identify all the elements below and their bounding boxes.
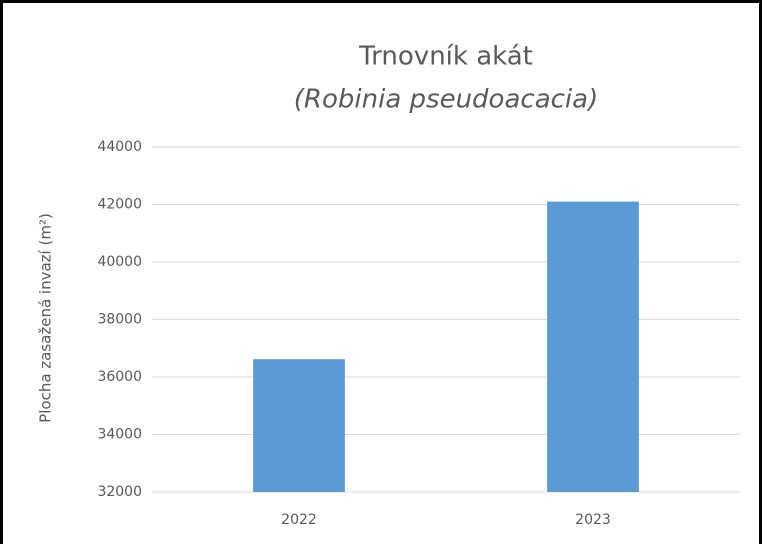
x-tick-label: 2023 xyxy=(575,512,611,528)
chart-title: Trnovník akát xyxy=(358,42,533,72)
y-tick-label: 42000 xyxy=(97,197,142,213)
bar xyxy=(253,359,345,492)
y-tick-label: 38000 xyxy=(97,312,142,328)
y-tick-label: 32000 xyxy=(97,484,142,500)
y-tick-label: 44000 xyxy=(97,139,142,155)
y-tick-label: 36000 xyxy=(97,369,142,385)
bar xyxy=(547,201,639,492)
y-tick-label: 34000 xyxy=(97,427,142,443)
y-tick-label: 40000 xyxy=(97,254,142,270)
x-tick-label: 2022 xyxy=(281,512,317,528)
y-axis-label: Plocha zasažená invazí (m²) xyxy=(37,213,55,423)
chart-subtitle: (Robinia pseudoacacia) xyxy=(294,85,598,115)
